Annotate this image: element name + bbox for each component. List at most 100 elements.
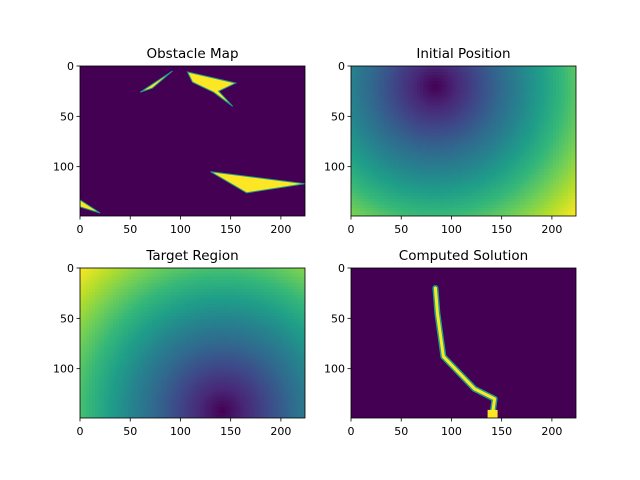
- heatmap-cell: [558, 90, 563, 94]
- heatmap-cell: [429, 72, 433, 76]
- heatmap-cell: [501, 213, 506, 216]
- heatmap-cell: [474, 198, 479, 203]
- heatmap-cell: [519, 90, 524, 94]
- heatmap-cell: [528, 147, 533, 152]
- heatmap-cell: [561, 117, 566, 121]
- heatmap-cell: [564, 165, 569, 170]
- heatmap-cell: [477, 99, 482, 103]
- heatmap-cell: [375, 96, 379, 100]
- heatmap-cell: [209, 271, 214, 275]
- heatmap-cell: [570, 186, 575, 191]
- heatmap-cell: [453, 159, 458, 164]
- heatmap-cell: [516, 144, 521, 149]
- heatmap-cell: [173, 295, 178, 299]
- heatmap-cell: [272, 283, 277, 287]
- heatmap-cell: [510, 123, 515, 127]
- heatmap-cell: [531, 153, 536, 158]
- heatmap-cell: [495, 123, 500, 127]
- heatmap-cell: [354, 132, 358, 137]
- heatmap-cell: [200, 289, 205, 293]
- heatmap-cell: [185, 307, 190, 311]
- heatmap-cell: [477, 186, 482, 191]
- heatmap-cell: [561, 126, 566, 131]
- heatmap-cell: [489, 90, 494, 94]
- heatmap-cell: [266, 295, 271, 299]
- heatmap-cell: [489, 129, 494, 134]
- heatmap-cell: [357, 114, 361, 118]
- heatmap-cell: [251, 268, 256, 272]
- heatmap-cell: [501, 96, 506, 100]
- heatmap-cell: [131, 289, 135, 293]
- heatmap-cell: [453, 201, 458, 206]
- heatmap-cell: [396, 147, 400, 152]
- heatmap-cell: [477, 108, 482, 112]
- heatmap-cell: [555, 138, 560, 143]
- heatmap-cell: [164, 292, 168, 296]
- heatmap-cell: [149, 307, 153, 311]
- heatmap-cell: [399, 78, 403, 82]
- heatmap-cell: [263, 304, 268, 308]
- heatmap-cell: [525, 108, 530, 112]
- heatmap-cell: [474, 84, 479, 88]
- heatmap-cell: [558, 84, 563, 88]
- heatmap-cell: [477, 201, 482, 206]
- heatmap-cell: [534, 159, 539, 164]
- heatmap-cell: [420, 180, 424, 185]
- heatmap-cell: [360, 114, 364, 118]
- heatmap-cell: [567, 102, 572, 106]
- heatmap-cell: [155, 268, 159, 272]
- heatmap-cell: [224, 304, 229, 308]
- heatmap-cell: [528, 69, 533, 73]
- heatmap-cell: [372, 81, 376, 85]
- heatmap-cell: [489, 168, 494, 173]
- heatmap-cell: [480, 102, 485, 106]
- heatmap-cell: [414, 81, 418, 85]
- heatmap-cell: [351, 135, 355, 140]
- heatmap-cell: [561, 84, 566, 88]
- heatmap-cell: [278, 292, 283, 296]
- heatmap-cell: [83, 286, 87, 290]
- heatmap-cell: [558, 75, 563, 79]
- heatmap-cell: [468, 177, 473, 182]
- heatmap-cell: [155, 298, 159, 302]
- heatmap-cell: [393, 180, 397, 185]
- heatmap-cell: [378, 105, 382, 109]
- heatmap-cell: [387, 126, 391, 131]
- heatmap-cell: [95, 274, 99, 278]
- heatmap-cell: [435, 96, 439, 100]
- heatmap-cell: [83, 301, 87, 305]
- heatmap-cell: [570, 75, 575, 79]
- heatmap-cell: [555, 120, 560, 124]
- heatmap-cell: [80, 277, 84, 281]
- heatmap-cell: [432, 186, 436, 191]
- heatmap-cell: [393, 81, 397, 85]
- heatmap-cell: [423, 186, 427, 191]
- heatmap-cell: [411, 132, 415, 137]
- heatmap-cell: [206, 304, 211, 308]
- heatmap-cell: [381, 165, 385, 170]
- heatmap-cell: [492, 75, 497, 79]
- heatmap-cell: [384, 72, 388, 76]
- heatmap-cell: [552, 183, 557, 188]
- heatmap-cell: [528, 129, 533, 134]
- heatmap-cell: [570, 153, 575, 158]
- heatmap-cell: [513, 207, 518, 212]
- heatmap-cell: [399, 120, 403, 124]
- heatmap-cell: [486, 102, 491, 106]
- heatmap-cell: [287, 295, 292, 299]
- heatmap-cell: [567, 114, 572, 118]
- heatmap-cell: [477, 171, 482, 176]
- heatmap-cell: [158, 298, 162, 302]
- heatmap-cell: [555, 180, 560, 185]
- heatmap-cell: [351, 87, 355, 91]
- heatmap-cell: [260, 277, 265, 281]
- heatmap-cell: [489, 156, 494, 161]
- heatmap-cell: [468, 138, 473, 143]
- heatmap-cell: [561, 183, 566, 188]
- heatmap-cell: [498, 156, 503, 161]
- heatmap-cell: [396, 135, 400, 140]
- heatmap-cell: [420, 171, 424, 176]
- heatmap-cell: [477, 132, 482, 137]
- heatmap-cell: [447, 183, 452, 188]
- heatmap-cell: [354, 186, 358, 191]
